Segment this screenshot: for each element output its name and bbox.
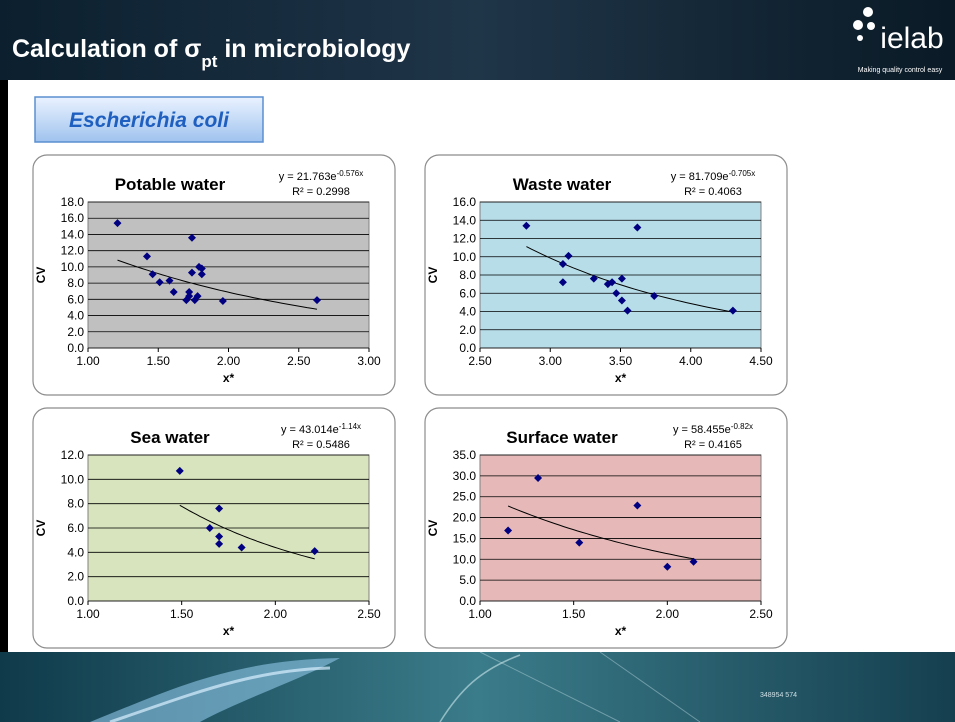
x-tick-label: 4.50 (749, 354, 773, 368)
r-squared: R² = 0.4165 (684, 439, 742, 451)
y-tick-label: 18.0 (61, 195, 85, 209)
y-axis-label: CV (426, 267, 440, 284)
y-tick-label: 6.0 (67, 521, 84, 535)
chart: 0.0 5.0 10.0 15.0 20.0 25.0 30.0 35.0 1.00 1.50 2.… (425, 408, 787, 648)
chart-title: Waste water (513, 175, 612, 194)
y-tick-label: 0.0 (67, 341, 84, 355)
x-tick-label: 3.00 (539, 354, 563, 368)
footer-code: 348954 574 (760, 692, 797, 699)
footer-image: 348954 574 (0, 652, 955, 722)
x-axis-label: x* (615, 371, 627, 385)
title-subscript: pt (201, 52, 217, 71)
y-tick-label: 14.0 (453, 213, 477, 227)
slide: Calculation of σpt in microbiology ielab… (0, 0, 955, 722)
y-tick-label: 10.0 (61, 472, 85, 486)
y-tick-label: 2.0 (67, 570, 84, 584)
equation-base: y = 58.455e (673, 424, 731, 436)
equation-exponent: -0.82x (731, 422, 753, 431)
chart: 0.0 2.0 4.0 6.0 8.0 10.0 12.0 14.0 16.0 2.50 3.00 3… (425, 155, 787, 395)
y-axis-label: CV (34, 267, 48, 284)
x-tick-label: 1.50 (147, 354, 171, 368)
x-tick-label: 2.00 (656, 607, 680, 621)
y-tick-label: 2.0 (67, 325, 84, 339)
y-tick-label: 4.0 (67, 309, 84, 323)
chart-title: Potable water (115, 175, 226, 194)
r-squared: R² = 0.4063 (684, 186, 742, 198)
x-tick-label: 2.50 (357, 607, 381, 621)
y-tick-label: 4.0 (459, 305, 476, 319)
y-tick-label: 15.0 (453, 531, 477, 545)
chart-title: Sea water (130, 428, 210, 447)
equation-exponent: -0.705x (729, 169, 756, 178)
y-tick-label: 8.0 (67, 497, 84, 511)
chart-title: Surface water (506, 428, 618, 447)
x-tick-label: 4.00 (679, 354, 703, 368)
y-tick-label: 8.0 (459, 268, 476, 282)
x-tick-label: 2.50 (468, 354, 492, 368)
equation-base: y = 81.709e (671, 171, 729, 183)
y-tick-label: 4.0 (67, 545, 84, 559)
x-tick-label: 2.50 (287, 354, 311, 368)
chart: 0.0 2.0 4.0 6.0 8.0 10.0 12.0 1.00 1.50 2.00 2.50 S… (33, 408, 395, 648)
equation-base: y = 43.014e (281, 424, 339, 436)
y-tick-label: 0.0 (67, 594, 84, 608)
y-tick-label: 14.0 (61, 227, 85, 241)
title-prefix: Calculation of σ (12, 35, 201, 63)
x-tick-label: 2.00 (217, 354, 241, 368)
y-tick-label: 25.0 (453, 490, 477, 504)
logo-tagline: Making quality control easy (858, 67, 943, 74)
equation-exponent: -0.576x (337, 169, 364, 178)
chart: 0.0 2.0 4.0 6.0 8.0 10.0 12.0 14.0 16.0 18.0 1.00 1… (33, 155, 395, 395)
logo-text: ielab (880, 22, 943, 55)
y-tick-label: 0.0 (459, 594, 476, 608)
plot-area (480, 455, 761, 601)
y-tick-label: 6.0 (459, 286, 476, 300)
x-tick-label: 3.50 (609, 354, 633, 368)
left-border (0, 80, 8, 652)
y-tick-label: 8.0 (67, 276, 84, 290)
x-tick-label: 1.50 (170, 607, 194, 621)
y-tick-label: 6.0 (67, 292, 84, 306)
y-axis-label: CV (34, 520, 48, 537)
x-axis-label: x* (223, 624, 235, 638)
y-tick-label: 10.0 (453, 552, 477, 566)
y-tick-label: 12.0 (61, 244, 85, 258)
equation-exponent: -1.14x (339, 422, 361, 431)
x-tick-label: 3.00 (357, 354, 381, 368)
plot-area (88, 202, 369, 348)
x-tick-label: 2.00 (264, 607, 288, 621)
y-tick-label: 10.0 (453, 250, 477, 264)
r-squared: R² = 0.5486 (292, 439, 350, 451)
x-axis-label: x* (223, 371, 235, 385)
y-tick-label: 35.0 (453, 448, 477, 462)
x-tick-label: 2.50 (749, 607, 773, 621)
y-tick-label: 30.0 (453, 469, 477, 483)
y-tick-label: 12.0 (453, 232, 477, 246)
x-tick-label: 1.00 (468, 607, 492, 621)
x-tick-label: 1.50 (562, 607, 586, 621)
x-tick-label: 1.00 (76, 607, 100, 621)
y-tick-label: 20.0 (453, 511, 477, 525)
x-axis-label: x* (615, 624, 627, 638)
y-tick-label: 12.0 (61, 448, 85, 462)
r-squared: R² = 0.2998 (292, 186, 350, 198)
y-tick-label: 16.0 (453, 195, 477, 209)
equation-base: y = 21.763e (279, 171, 337, 183)
title-suffix: in microbiology (217, 35, 410, 63)
y-tick-label: 0.0 (459, 341, 476, 355)
y-tick-label: 5.0 (459, 573, 476, 587)
x-tick-label: 1.00 (76, 354, 100, 368)
y-tick-label: 10.0 (61, 260, 85, 274)
y-tick-label: 2.0 (459, 323, 476, 337)
y-axis-label: CV (426, 520, 440, 537)
y-tick-label: 16.0 (61, 211, 85, 225)
subtitle: Escherichia coli (69, 109, 230, 132)
